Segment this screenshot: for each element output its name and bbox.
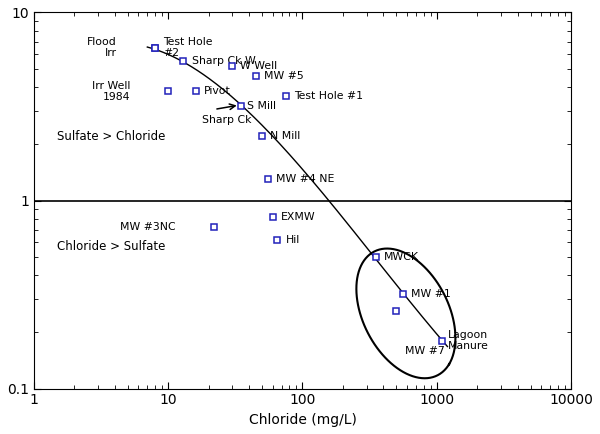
- Text: Irr Well
1984: Irr Well 1984: [92, 81, 130, 102]
- Text: N Mill: N Mill: [270, 131, 301, 141]
- Text: MWCK: MWCK: [383, 252, 419, 262]
- Text: W Well: W Well: [241, 61, 278, 71]
- Text: MW #4 NE: MW #4 NE: [276, 174, 334, 184]
- Text: Chloride > Sulfate: Chloride > Sulfate: [58, 240, 166, 253]
- Text: Sharp Ck: Sharp Ck: [202, 115, 252, 125]
- Text: Test Hole
#2: Test Hole #2: [163, 37, 213, 59]
- Text: MW #7: MW #7: [404, 346, 444, 356]
- Text: Pivot: Pivot: [204, 86, 230, 96]
- Text: MW #5: MW #5: [264, 71, 304, 81]
- Text: Sulfate > Chloride: Sulfate > Chloride: [58, 130, 166, 143]
- Text: Flood
Irr: Flood Irr: [87, 37, 117, 59]
- Text: S Mill: S Mill: [247, 101, 276, 111]
- Text: MW #1: MW #1: [411, 289, 451, 299]
- Text: EXMW: EXMW: [281, 212, 316, 222]
- Text: Test Hole #1: Test Hole #1: [294, 91, 363, 101]
- X-axis label: Chloride (mg/L): Chloride (mg/L): [248, 413, 356, 427]
- Text: Hil: Hil: [286, 235, 300, 245]
- Text: MW #3NC: MW #3NC: [121, 222, 176, 232]
- Text: Lagoon
Manure: Lagoon Manure: [448, 330, 489, 352]
- Text: Sharp Ck W: Sharp Ck W: [191, 56, 256, 66]
